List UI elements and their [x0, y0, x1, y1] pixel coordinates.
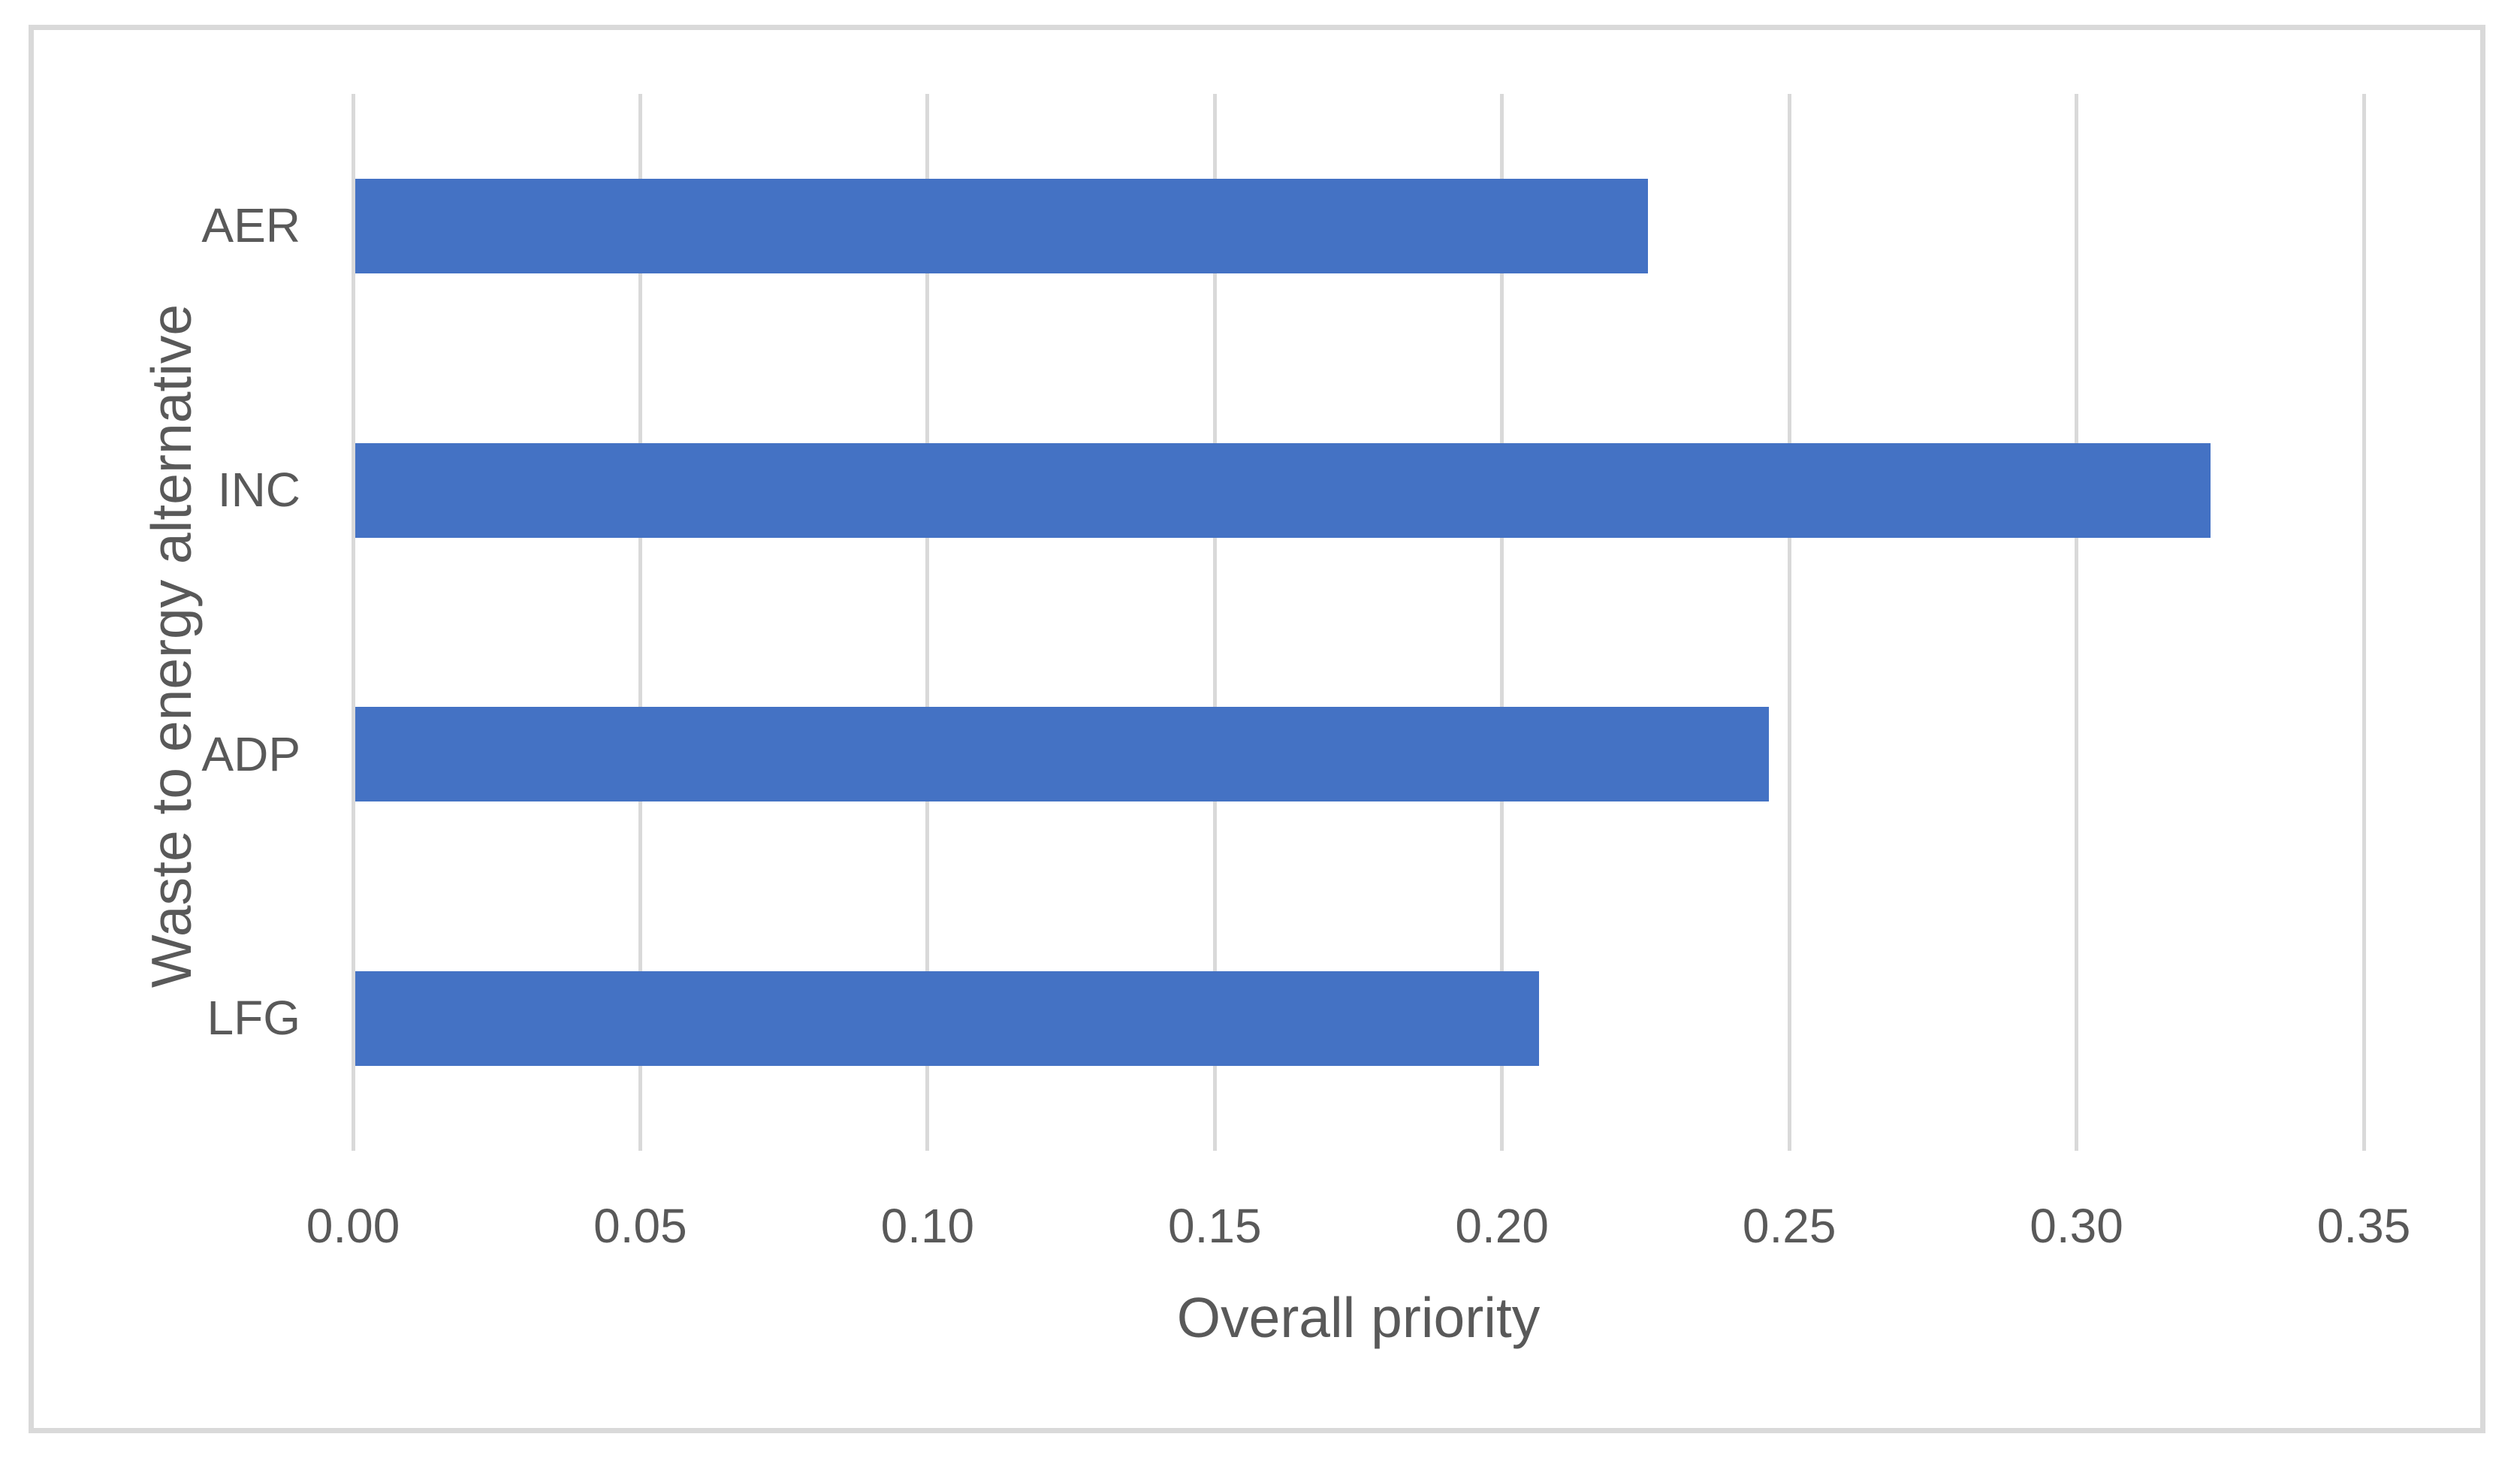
bar-adp	[355, 707, 1769, 802]
category-label-inc: INC	[217, 462, 300, 517]
category-label-lfg: LFG	[207, 991, 300, 1046]
bar-inc	[355, 442, 2211, 538]
gridline-0.00	[351, 94, 355, 1151]
x-tick-label-0.05: 0.05	[593, 1199, 687, 1253]
x-tick-label-0.30: 0.30	[2030, 1199, 2123, 1253]
gridline-0.15	[1212, 94, 1217, 1151]
bar-aer	[355, 178, 1648, 273]
gridline-0.30	[2075, 94, 2079, 1151]
gridline-0.05	[638, 94, 642, 1151]
x-tick-label-0.10: 0.10	[880, 1199, 975, 1253]
category-label-aer: AER	[201, 198, 300, 252]
gridline-0.25	[1787, 94, 1791, 1151]
x-tick-label-0.15: 0.15	[1168, 1199, 1262, 1253]
gridline-0.35	[2362, 94, 2366, 1151]
figure-border	[29, 25, 2485, 1433]
x-tick-label-0.25: 0.25	[1742, 1199, 1836, 1253]
bar-lfg	[355, 971, 1539, 1067]
x-tick-label-0.20: 0.20	[1455, 1199, 1549, 1253]
x-axis-title: Overall priority	[1176, 1286, 1541, 1349]
gridline-0.10	[925, 94, 930, 1151]
category-label-adp: ADP	[201, 726, 300, 781]
x-tick-label-0.00: 0.00	[306, 1199, 400, 1253]
gridline-0.20	[1500, 94, 1504, 1151]
x-tick-label-0.35: 0.35	[2316, 1199, 2411, 1253]
